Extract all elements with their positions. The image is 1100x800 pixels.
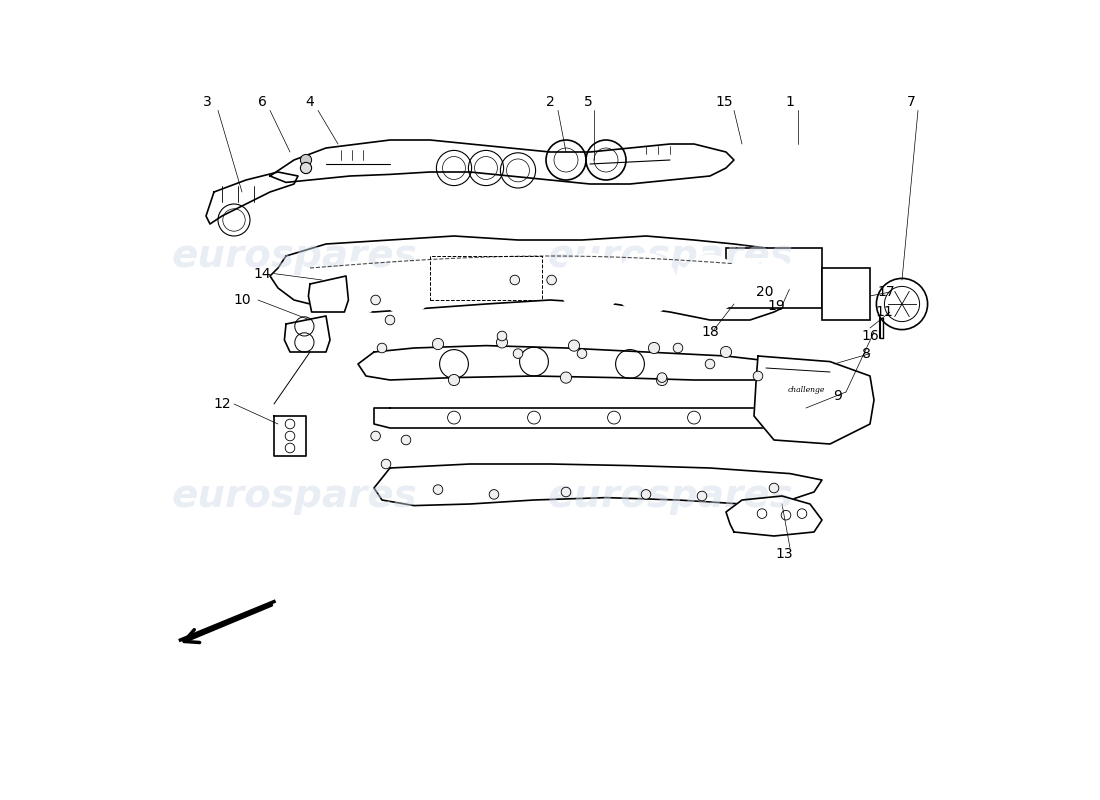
Circle shape	[560, 254, 620, 314]
Bar	[634, 146, 682, 154]
Circle shape	[379, 262, 432, 314]
Circle shape	[300, 162, 311, 174]
Text: 15: 15	[716, 95, 734, 110]
Text: 3: 3	[204, 95, 212, 110]
Text: challenge: challenge	[788, 386, 825, 394]
Polygon shape	[726, 496, 822, 536]
Circle shape	[331, 262, 384, 314]
Circle shape	[641, 490, 651, 499]
Circle shape	[569, 340, 580, 351]
Circle shape	[377, 343, 387, 353]
Text: 6: 6	[257, 95, 266, 110]
Text: eurospares: eurospares	[172, 237, 417, 275]
Text: 20: 20	[756, 285, 773, 299]
Circle shape	[705, 359, 715, 369]
Circle shape	[382, 459, 390, 469]
Circle shape	[784, 258, 820, 294]
Circle shape	[496, 337, 507, 348]
Polygon shape	[270, 236, 806, 320]
Text: 2: 2	[546, 95, 554, 110]
Polygon shape	[274, 416, 306, 456]
Text: 4: 4	[306, 95, 315, 110]
Text: 18: 18	[701, 325, 719, 339]
Circle shape	[385, 315, 395, 325]
Circle shape	[616, 254, 676, 314]
Text: 7: 7	[908, 95, 916, 110]
Text: eurospares: eurospares	[547, 477, 793, 515]
Bar	[330, 150, 374, 160]
Text: 19: 19	[768, 298, 785, 313]
Text: 8: 8	[861, 346, 870, 361]
Circle shape	[510, 275, 519, 285]
Circle shape	[514, 349, 522, 358]
Circle shape	[681, 255, 739, 313]
Circle shape	[769, 483, 779, 493]
Circle shape	[728, 258, 763, 294]
Circle shape	[497, 331, 507, 341]
Text: 5: 5	[584, 95, 593, 110]
Circle shape	[648, 342, 660, 354]
Text: 10: 10	[233, 293, 251, 307]
Bar	[822, 268, 870, 320]
Bar	[726, 248, 822, 308]
Polygon shape	[285, 316, 330, 352]
Circle shape	[432, 338, 443, 350]
Circle shape	[371, 295, 381, 305]
Circle shape	[757, 258, 792, 294]
Circle shape	[371, 431, 381, 441]
Text: 13: 13	[776, 546, 793, 561]
Circle shape	[449, 374, 460, 386]
Text: 9: 9	[834, 389, 843, 403]
Text: 14: 14	[253, 266, 271, 281]
Text: 1: 1	[785, 95, 794, 110]
Polygon shape	[270, 140, 734, 184]
Polygon shape	[358, 346, 790, 380]
Circle shape	[490, 490, 498, 499]
Circle shape	[657, 373, 667, 382]
Text: 11: 11	[876, 305, 893, 319]
Circle shape	[673, 343, 683, 353]
Polygon shape	[206, 172, 298, 224]
Circle shape	[547, 275, 557, 285]
Polygon shape	[308, 276, 349, 312]
Polygon shape	[754, 356, 875, 444]
Circle shape	[402, 435, 410, 445]
Polygon shape	[374, 464, 822, 506]
Circle shape	[433, 485, 443, 494]
Text: eurospares: eurospares	[172, 477, 417, 515]
Text: 12: 12	[213, 397, 231, 411]
Polygon shape	[374, 404, 790, 428]
Text: 16: 16	[861, 329, 879, 343]
Circle shape	[754, 371, 762, 381]
Circle shape	[657, 374, 668, 386]
Circle shape	[697, 491, 707, 501]
Text: eurospares: eurospares	[547, 237, 793, 275]
Circle shape	[560, 372, 572, 383]
Circle shape	[578, 349, 586, 358]
Circle shape	[720, 346, 732, 358]
Circle shape	[561, 487, 571, 497]
Bar	[430, 256, 542, 300]
Circle shape	[300, 154, 311, 166]
Text: 17: 17	[877, 285, 894, 299]
